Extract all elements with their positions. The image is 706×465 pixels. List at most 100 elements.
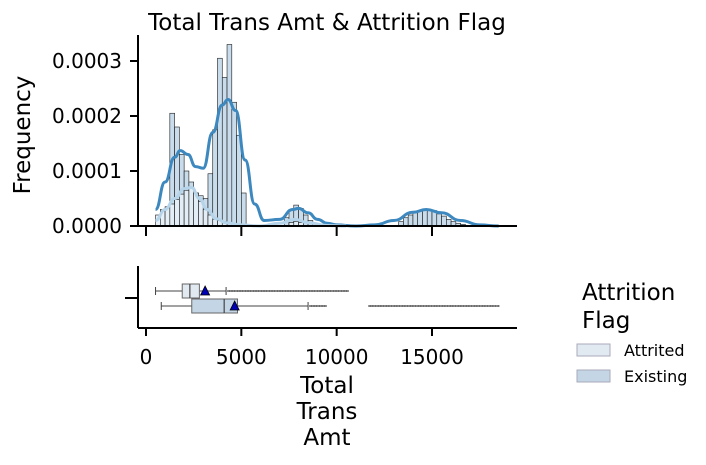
histogram-bar-existing xyxy=(407,214,414,227)
outlier-existing xyxy=(387,305,390,307)
outlier-attrited xyxy=(244,290,247,292)
x-tick-label: 0 xyxy=(140,345,153,369)
outlier-existing xyxy=(403,305,406,307)
outlier-attrited xyxy=(294,290,297,292)
outlier-attrited xyxy=(302,290,305,292)
outlier-existing xyxy=(472,305,474,307)
y-axis-label: Frequency xyxy=(10,76,36,195)
histogram-bar-existing xyxy=(241,192,247,227)
histogram-axes: 0.0000 0.0001 0.0002 0.0003 xyxy=(52,35,517,238)
histogram-bar-attrited xyxy=(169,203,175,227)
outlier-existing xyxy=(459,305,462,307)
outlier-existing xyxy=(462,305,465,307)
outlier-attrited xyxy=(335,290,338,292)
histogram-bar-existing xyxy=(412,211,418,227)
legend-label-existing: Existing xyxy=(624,367,687,386)
outlier-attrited xyxy=(323,290,325,292)
outlier-existing xyxy=(451,305,454,307)
outlier-attrited xyxy=(228,290,231,292)
outlier-attrited xyxy=(238,290,241,292)
outlier-existing xyxy=(470,305,473,307)
outlier-attrited xyxy=(297,290,300,292)
x-axis-label-line: Trans xyxy=(296,399,358,425)
outlier-attrited xyxy=(278,290,281,292)
outlier-existing xyxy=(320,305,323,307)
outlier-existing xyxy=(425,305,428,307)
outlier-existing xyxy=(390,305,393,307)
outlier-existing xyxy=(496,305,498,307)
outlier-existing xyxy=(464,305,466,307)
outlier-existing xyxy=(424,305,426,307)
box-attrited xyxy=(181,283,200,299)
outlier-existing xyxy=(448,305,450,307)
outlier-existing xyxy=(481,305,484,307)
histogram-bar-attrited xyxy=(179,193,185,227)
outlier-existing xyxy=(460,305,463,307)
x-axis-label-line: Total xyxy=(299,373,354,399)
outlier-attrited xyxy=(343,290,346,292)
outlier-existing xyxy=(441,305,444,307)
histogram-bar-existing xyxy=(302,214,309,227)
histogram-bar-existing xyxy=(436,213,442,227)
outlier-attrited xyxy=(319,290,322,292)
outlier-attrited xyxy=(311,290,314,292)
y-tick-label: 0.0002 xyxy=(52,104,122,128)
outlier-existing xyxy=(465,305,468,307)
histogram-panel: 0.0000 0.0001 0.0002 0.0003 Frequency xyxy=(10,35,517,238)
x-tick-label: 5000 xyxy=(216,345,267,369)
outlier-existing xyxy=(449,305,452,307)
legend-title-line: Attrition xyxy=(582,280,675,306)
histogram-bar-existing xyxy=(226,44,233,227)
outlier-existing xyxy=(435,305,438,307)
outlier-existing xyxy=(414,305,417,307)
histogram-bar-attrited xyxy=(202,209,209,227)
outlier-attrited xyxy=(318,290,321,292)
outlier-attrited xyxy=(233,290,236,292)
outlier-existing xyxy=(369,305,372,307)
outlier-existing xyxy=(388,305,391,307)
outlier-attrited xyxy=(270,290,273,292)
outlier-attrited xyxy=(347,290,349,292)
outlier-existing xyxy=(438,305,441,307)
x-axis-label: Total Trans Amt xyxy=(296,373,358,451)
outlier-attrited xyxy=(331,290,333,292)
outlier-existing xyxy=(313,305,316,307)
outlier-attrited xyxy=(255,290,258,292)
kde-line-existing xyxy=(154,97,499,228)
outlier-existing xyxy=(454,305,457,307)
outlier-attrited xyxy=(287,290,290,292)
outlier-existing xyxy=(323,305,326,307)
outlier-attrited xyxy=(340,290,343,292)
outlier-attrited xyxy=(300,290,303,292)
outlier-attrited xyxy=(281,290,284,292)
outlier-attrited xyxy=(310,290,313,292)
outlier-existing xyxy=(430,305,433,307)
outlier-attrited xyxy=(332,290,335,292)
outlier-attrited xyxy=(291,290,293,292)
histogram-bar-existing xyxy=(441,215,447,227)
outlier-existing xyxy=(321,305,324,307)
outlier-attrited xyxy=(283,290,285,292)
outlier-existing xyxy=(436,305,439,307)
outlier-existing xyxy=(444,305,447,307)
outlier-existing xyxy=(317,305,319,307)
outlier-existing xyxy=(409,305,412,307)
histogram-bar-existing xyxy=(426,210,433,227)
outlier-attrited xyxy=(303,290,306,292)
outlier-attrited xyxy=(271,290,274,292)
boxes xyxy=(155,283,500,314)
outlier-existing xyxy=(376,305,378,307)
outlier-existing xyxy=(480,305,482,307)
outlier-existing xyxy=(467,305,470,307)
histogram-bar-attrited xyxy=(188,187,194,227)
outlier-attrited xyxy=(327,290,330,292)
outlier-existing xyxy=(491,305,494,307)
outlier-existing xyxy=(384,305,386,307)
outlier-attrited xyxy=(292,290,295,292)
outlier-existing xyxy=(452,305,455,307)
outlier-attrited xyxy=(259,290,261,292)
y-tick-label: 0.0000 xyxy=(52,214,122,238)
outlier-attrited xyxy=(273,290,276,292)
boxplot-panel: 0 5000 10000 15000 Total Trans Amt xyxy=(125,266,517,451)
box-existing xyxy=(191,298,239,314)
